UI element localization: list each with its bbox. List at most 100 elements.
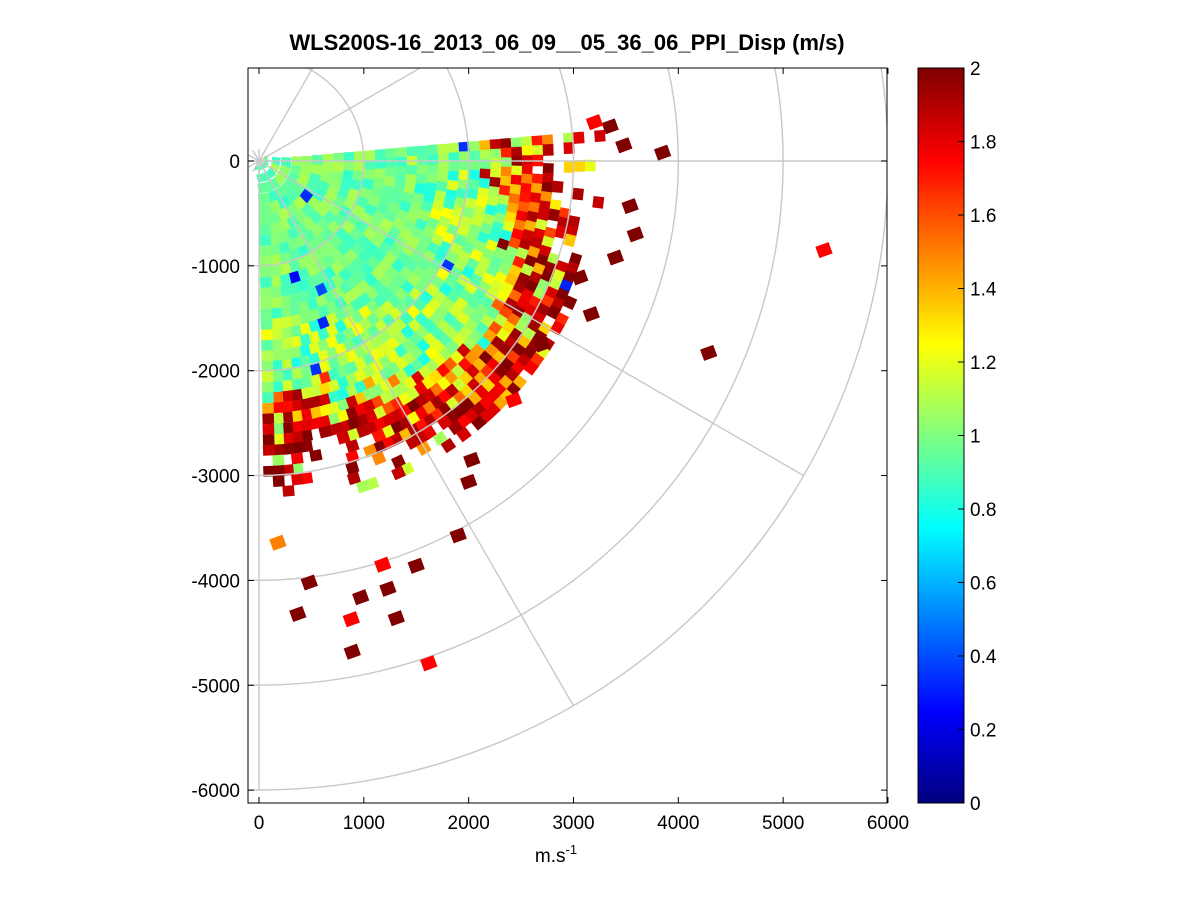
scan-cell xyxy=(279,337,293,350)
scan-cell xyxy=(272,465,285,477)
scan-cell xyxy=(363,168,376,182)
scan-cell xyxy=(288,324,302,338)
scan-cell xyxy=(395,165,407,179)
colorbar-tick-label: 1 xyxy=(970,427,981,448)
scan-cell xyxy=(282,485,295,497)
scan-cell xyxy=(270,360,283,372)
scan-cell xyxy=(280,422,294,434)
scan-cell xyxy=(262,402,274,414)
scan-cell xyxy=(259,245,272,257)
grid-spoke-hub xyxy=(252,160,260,172)
scan-cell xyxy=(322,153,334,166)
y-tick-label: -1000 xyxy=(191,257,240,278)
scan-cell xyxy=(396,156,407,169)
scan-cell xyxy=(345,439,360,453)
scan-cell xyxy=(489,138,502,152)
colorbar-axis: 0 0.2 0.4 0.6 0.8 1 1.2 1.4 1.6 1.8 2 xyxy=(958,59,997,815)
scan-cell xyxy=(289,388,303,402)
outlier-cell xyxy=(815,242,833,259)
scan-cell xyxy=(269,328,283,341)
scan-cell xyxy=(540,190,553,204)
scan-cell xyxy=(406,164,418,177)
scan-cell xyxy=(594,129,606,143)
scan-cell xyxy=(406,146,418,159)
x-axis-label-exponent: -1 xyxy=(566,842,578,857)
outlier-cell xyxy=(374,556,392,573)
chart-title: WLS200S-16_2013_06_09__05_36_06_PPI_Disp… xyxy=(289,30,844,55)
colorbar-tick-label: 1.4 xyxy=(970,280,997,301)
scan-cell xyxy=(469,160,481,173)
scan-cell xyxy=(467,178,480,192)
scan-cell xyxy=(290,452,304,465)
scan-cell xyxy=(521,145,533,158)
scan-cell xyxy=(538,200,551,214)
scan-cell xyxy=(563,161,575,173)
colorbar xyxy=(918,68,964,803)
scan-cell xyxy=(458,169,470,182)
scan-cell xyxy=(254,163,267,171)
outlier-cell xyxy=(533,336,551,353)
scan-cell xyxy=(280,369,293,382)
scan-cell xyxy=(289,367,303,381)
scan-cell xyxy=(542,172,554,185)
scan-cell xyxy=(416,164,429,177)
scan-cell xyxy=(260,308,273,320)
scan-cell xyxy=(510,174,522,187)
scan-cell xyxy=(371,428,387,444)
scan-cell xyxy=(436,171,449,185)
scan-cell xyxy=(291,473,304,486)
scan-cell xyxy=(260,297,273,309)
scan-cell xyxy=(395,147,408,160)
scan-cell xyxy=(447,170,460,184)
scan-cell xyxy=(520,182,532,196)
scan-cell xyxy=(280,379,294,392)
scan-cell xyxy=(260,318,273,331)
scan-cell xyxy=(290,431,304,444)
scan-cell xyxy=(345,461,360,475)
outlier-cell xyxy=(300,574,318,591)
x-tick-label: 4000 xyxy=(657,813,699,834)
scan-cell xyxy=(523,359,539,376)
scan-cell xyxy=(268,275,282,288)
scan-cell xyxy=(479,168,491,181)
scan-cell xyxy=(466,188,479,202)
plot-frame xyxy=(247,67,888,804)
scan-cell xyxy=(457,178,470,192)
scan-cell xyxy=(258,213,272,226)
scan-cell xyxy=(458,160,470,173)
scan-cell xyxy=(279,358,293,371)
scan-cell xyxy=(257,181,271,194)
y-tick-label: 0 xyxy=(229,152,240,173)
scan-cell xyxy=(479,159,491,171)
scan-cell xyxy=(385,148,397,161)
scan-cell xyxy=(541,181,553,195)
scan-cell xyxy=(592,196,605,209)
scan-cell xyxy=(271,381,284,393)
outlier-cell xyxy=(343,643,361,660)
outlier-cell xyxy=(615,137,633,154)
y-tick-label: -6000 xyxy=(191,781,240,802)
scan-cell xyxy=(364,159,376,172)
colorbar-tick-label: 1.6 xyxy=(970,206,996,227)
scan-cell xyxy=(280,390,294,403)
outlier-cell xyxy=(626,226,644,243)
outlier-cell xyxy=(379,580,397,597)
scan-cell xyxy=(487,185,500,199)
scan-cell xyxy=(260,339,273,352)
colorbar-tick-label: 2 xyxy=(970,59,981,80)
colorbar-tick-label: 0 xyxy=(970,794,981,815)
scan-cell xyxy=(391,465,406,481)
x-axis-label: m.s-1 xyxy=(535,842,577,867)
scan-cell xyxy=(391,454,406,469)
scan-cell xyxy=(437,143,449,156)
scan-cell xyxy=(269,307,282,319)
x-tick-label: 2000 xyxy=(448,813,490,834)
scan-cell xyxy=(563,233,577,248)
scan-cell xyxy=(261,371,274,383)
scan-cell xyxy=(267,243,281,256)
scan-cell xyxy=(261,381,274,393)
scan-cell xyxy=(262,423,275,435)
scan-cell xyxy=(532,145,544,157)
outlier-cell xyxy=(420,655,438,672)
